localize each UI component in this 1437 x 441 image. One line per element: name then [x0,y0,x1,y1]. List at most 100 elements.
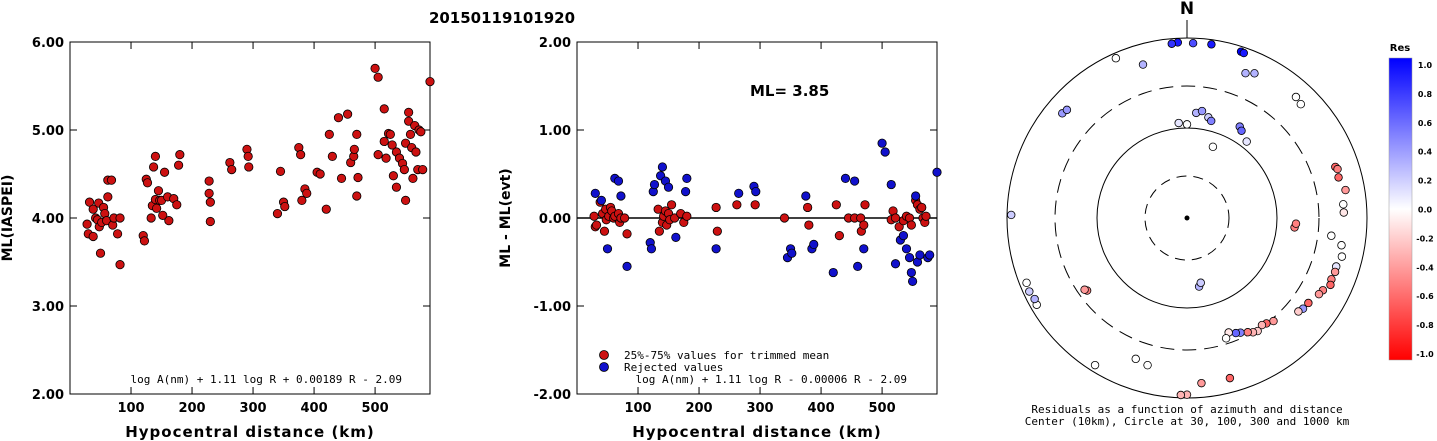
polar-point [1167,39,1176,48]
polar-point [1241,69,1250,78]
data-point [880,147,890,157]
polar-point [1025,287,1034,296]
x-tick-label: 300 [746,401,773,416]
colorbar-label: 0.6 [1418,119,1433,128]
data-point [148,162,159,172]
data-point [205,197,215,207]
data-point [803,202,813,213]
data-point [88,231,98,242]
data-point [840,173,851,183]
data-point [95,248,106,258]
polar-panel: N Residuals as a function of azimuth and… [1006,0,1368,428]
data-point [82,219,92,229]
y-tick-label: 1.00 [539,124,571,139]
data-point [373,72,383,82]
data-point [142,178,153,188]
x-tick-label: 300 [239,401,266,416]
data-point [158,210,168,220]
data-point [315,169,325,179]
x-tick-label: 500 [869,401,896,416]
data-point [654,226,664,236]
data-point [204,176,214,186]
data-point [921,211,931,221]
data-point [682,211,692,221]
legend-blue-label: Rejected values [624,361,723,374]
data-point [906,220,916,230]
polar-point [1257,320,1267,330]
data-point [139,236,150,246]
polar-point [1337,241,1346,250]
polar-point [1207,40,1216,49]
data-point [373,150,383,160]
data-point [103,192,113,202]
colorbar-label: -0.6 [1416,292,1434,301]
data-point [408,173,418,183]
polar-caption-1: Residuals as a function of azimuth and d… [1031,403,1342,416]
polar-point [1330,267,1340,277]
polar-point [1326,280,1335,290]
polar-point [1291,219,1301,228]
data-point [809,239,819,249]
data-point [297,195,307,205]
polar-point [1022,278,1031,288]
data-point [917,202,927,213]
y-tick-label: 2.00 [539,36,571,51]
left-panel: 100 200 300 400 500 2.00 3.00 4.00 5.00 6.00 log … [0,36,435,441]
data-point [88,204,98,214]
data-point [890,213,901,223]
data-point [370,63,380,74]
data-point [850,176,860,186]
data-point [302,188,312,198]
data-point [400,138,411,148]
polar-point [1333,164,1342,174]
y-tick-label: 2.00 [32,388,64,403]
middle-formula: log A(nm) + 1.11 log R - 0.00006 R - 2.0… [635,373,907,386]
polar-point [1314,289,1324,299]
polar-point [1239,48,1248,58]
polar-point [1339,200,1348,209]
polar-caption-2: Center (10km), Circle at 30, 100, 300 an… [1025,415,1350,428]
polar-point [1007,210,1016,220]
data-point [115,213,125,223]
data-point [904,253,915,263]
data-point [379,136,389,147]
circle-30km [1144,175,1230,261]
data-point [327,151,337,161]
middle-panel: 100 200 300 400 500 -2.00 -1.00 0.00 1.00 2.00 ML… [498,36,942,441]
colorbar-label: 0.8 [1418,90,1433,99]
data-point [860,200,870,210]
polar-point [1250,69,1259,78]
data-point [204,188,214,198]
data-point [853,261,863,271]
data-point [243,151,253,161]
data-point [352,191,362,201]
polar-point [1206,116,1216,126]
polar-point [1138,60,1148,69]
data-point [400,195,411,205]
polar-point [1176,390,1186,400]
data-point [901,244,912,254]
data-point [890,259,901,269]
data-point [159,167,170,177]
colorbar-title: Res [1390,43,1410,54]
data-point [622,261,632,271]
data-point [227,165,237,175]
data-point [385,129,395,139]
polar-points [1007,38,1350,400]
data-point [596,195,607,205]
data-point [388,171,398,181]
middle-points [589,138,942,286]
data-point [324,129,334,139]
colorbar-label: 0.2 [1418,177,1432,186]
data-point [275,166,286,176]
legend-blue-marker [599,362,609,372]
data-point [387,140,397,150]
colorbar-label: -0.2 [1416,234,1434,243]
data-point [589,211,599,221]
polar-point [1291,92,1301,102]
data-point [153,186,164,196]
data-point [174,160,184,170]
data-point [801,191,811,201]
legend-red-marker [599,350,609,360]
data-point [599,226,610,236]
